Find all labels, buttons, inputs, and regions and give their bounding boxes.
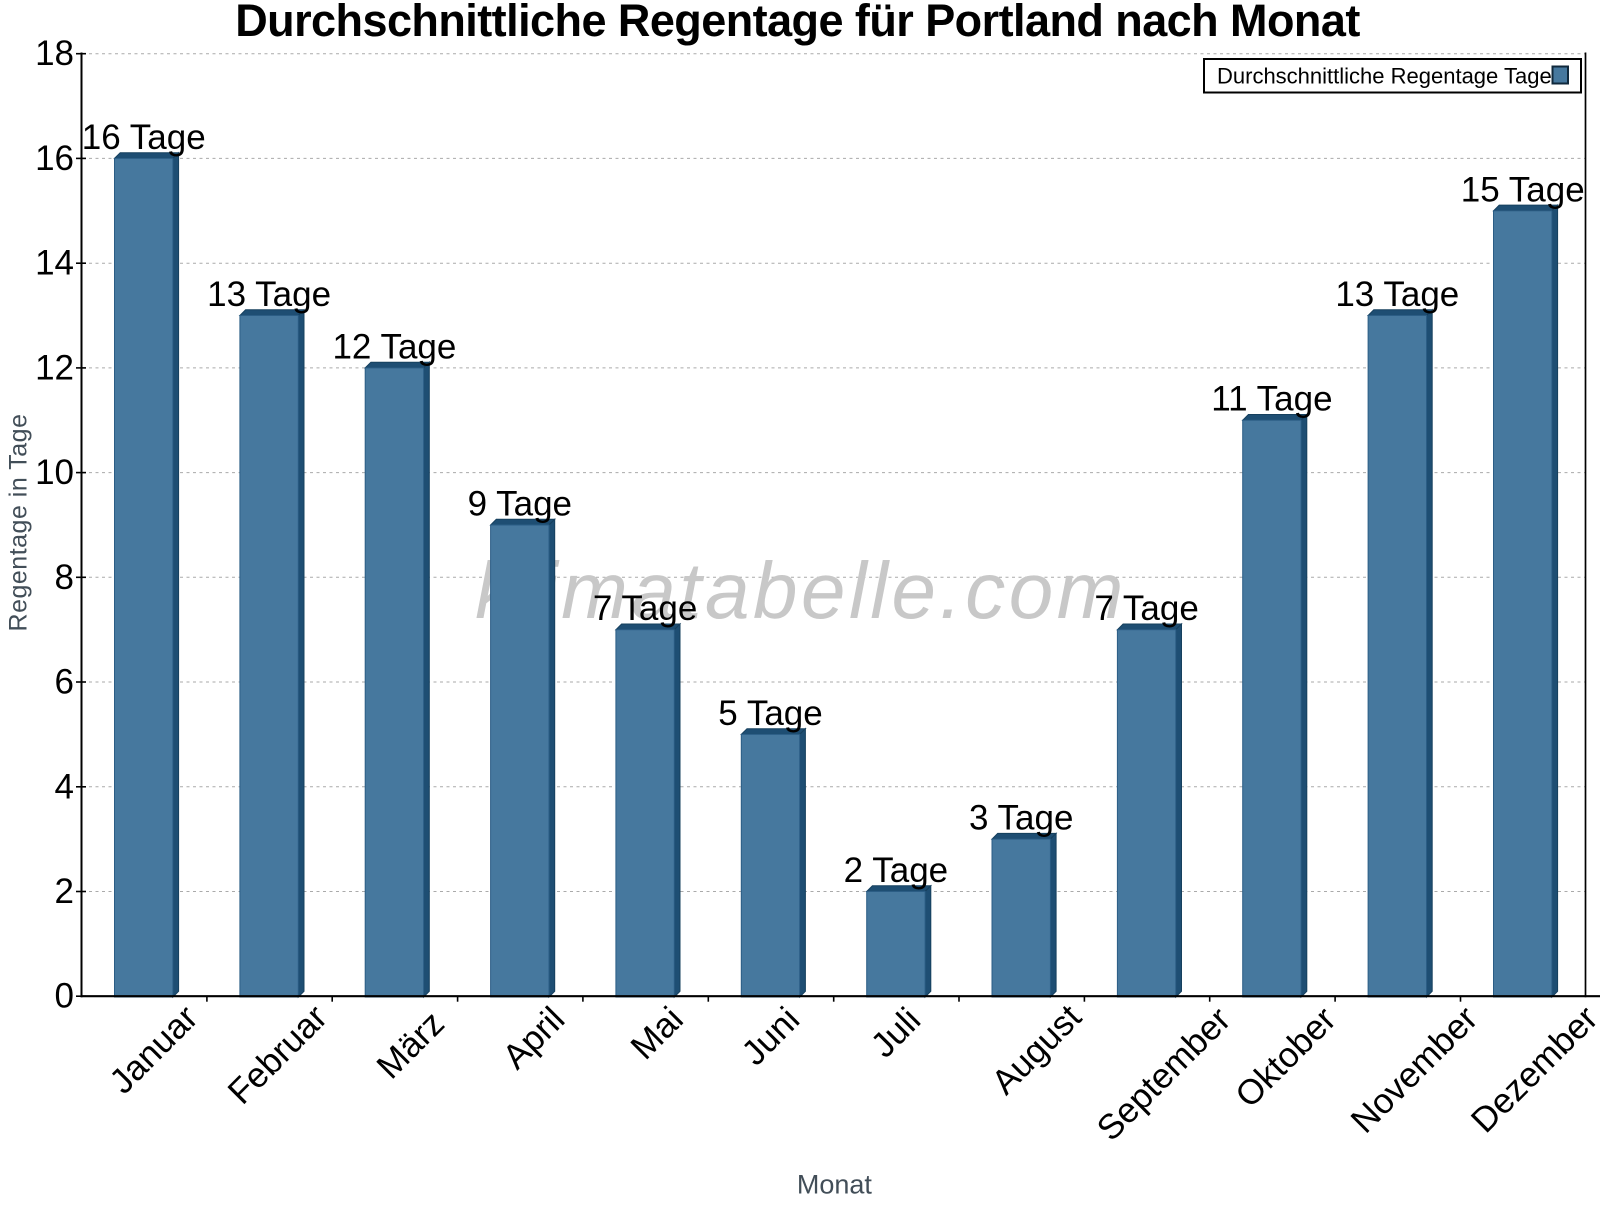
svg-text:18: 18 (35, 34, 74, 73)
svg-text:4: 4 (55, 767, 74, 806)
svg-text:Durchschnittliche Regentage Ta: Durchschnittliche Regentage Tage (1217, 63, 1552, 88)
svg-text:15 Tage: 15 Tage (1461, 170, 1585, 209)
svg-text:klimatabelle.com: klimatabelle.com (475, 546, 1127, 635)
svg-text:12: 12 (35, 348, 74, 387)
svg-text:7 Tage: 7 Tage (1094, 589, 1198, 628)
svg-text:6: 6 (55, 663, 74, 702)
svg-text:8: 8 (55, 558, 74, 597)
svg-text:16: 16 (35, 139, 74, 178)
svg-text:14: 14 (35, 244, 74, 283)
svg-text:5 Tage: 5 Tage (718, 694, 822, 733)
svg-text:11 Tage: 11 Tage (1211, 380, 1332, 419)
svg-text:13 Tage: 13 Tage (1335, 275, 1459, 314)
svg-text:9 Tage: 9 Tage (468, 485, 572, 524)
svg-text:2 Tage: 2 Tage (844, 851, 948, 890)
svg-text:Durchschnittliche Regentage fü: Durchschnittliche Regentage für Portland… (235, 0, 1360, 46)
svg-text:10: 10 (35, 453, 74, 492)
svg-text:16 Tage: 16 Tage (82, 118, 206, 157)
svg-text:13 Tage: 13 Tage (207, 275, 331, 314)
svg-text:Monat: Monat (797, 1170, 873, 1200)
svg-text:0: 0 (55, 977, 74, 1016)
svg-text:7 Tage: 7 Tage (593, 589, 697, 628)
svg-text:3 Tage: 3 Tage (969, 799, 1073, 838)
svg-text:2: 2 (55, 872, 74, 911)
svg-text:Regentage in Tage: Regentage in Tage (5, 414, 33, 632)
svg-text:12 Tage: 12 Tage (332, 327, 456, 366)
